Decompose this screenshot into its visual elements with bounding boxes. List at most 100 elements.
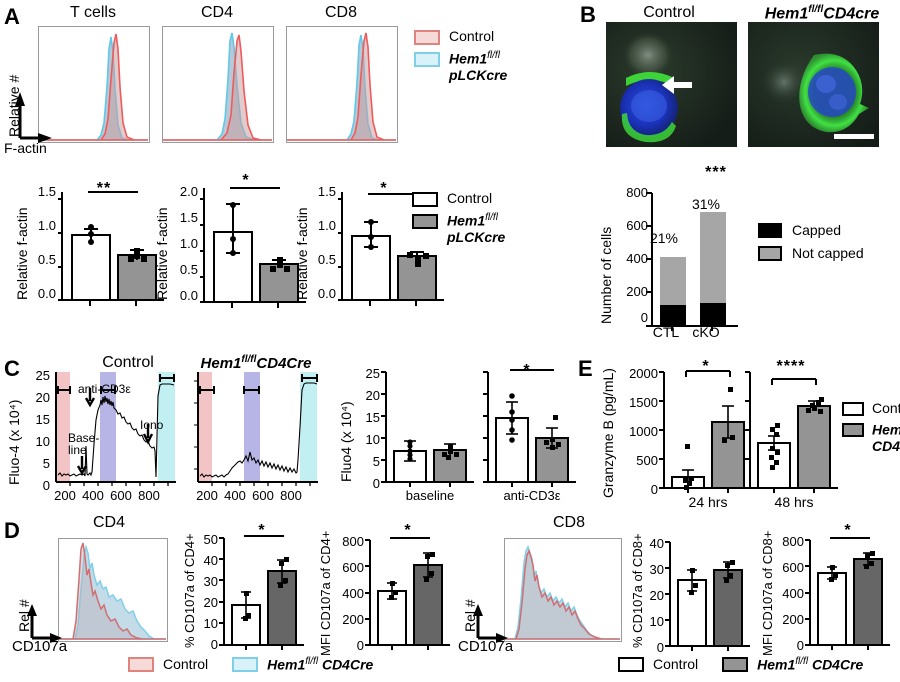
bar-legend-label-control: Control xyxy=(447,190,493,206)
significance-24hrs: * xyxy=(702,358,710,375)
d3tick-4: 0 xyxy=(656,640,664,655)
significance-mfi-cd8: * xyxy=(844,522,852,539)
c2-xtick-600: 600 xyxy=(252,488,274,503)
d-barlegend-sup-hem1: fl/fl xyxy=(795,656,809,667)
bar-legend-swatch-hem1 xyxy=(412,214,438,229)
legend-label-control: Control xyxy=(449,28,495,44)
d4tick-4: 0 xyxy=(796,638,804,653)
d4tick-0: 800 xyxy=(782,534,804,549)
d1tick-2: 30 xyxy=(203,574,218,589)
legend-label-capped: Capped xyxy=(792,222,842,238)
panelD-hist-legend: Control Hem1fl/fl CD4Cre xyxy=(128,656,373,673)
ytick-3-1: 1.0 xyxy=(317,218,336,233)
c1-xtick-800: 800 xyxy=(138,488,160,503)
panelD-cd8-axis-arrows xyxy=(466,592,508,648)
legend-swatch-not-capped xyxy=(758,245,782,261)
d4tick-2: 400 xyxy=(782,586,804,601)
chart-pct-cd107a-cd8 xyxy=(665,541,752,658)
etick-0: 2000 xyxy=(629,366,658,381)
etick-2: 1000 xyxy=(629,424,658,439)
panel-letter-e: E xyxy=(578,356,593,381)
panelA-axis-arrows xyxy=(6,28,52,148)
d2tick-1: 600 xyxy=(342,560,364,575)
legend-swatch-hem1 xyxy=(414,52,440,67)
panel-letter-a: A xyxy=(4,4,20,29)
panelD-bar-legend: Control Hem1fl/fl CD4Cre xyxy=(618,656,863,673)
panelD-cd4-xlabel: CD107a xyxy=(12,638,68,655)
panelD-cd4-ylabel: Rel # xyxy=(16,599,32,632)
d3tick-2: 20 xyxy=(649,588,664,603)
d-legend-label-hem1: Hem1 xyxy=(267,656,306,673)
panelA-ylabel: Relative # xyxy=(6,74,22,137)
ytick-2-1: 1.5 xyxy=(179,210,198,225)
d3tick-0: 40 xyxy=(649,536,664,551)
chart-granzyme-48hrs xyxy=(745,371,840,498)
ytick-3-3: 0.0 xyxy=(317,286,336,301)
annotation-21pct: 21% xyxy=(649,230,679,246)
d-barlegend-label-hem1: Hem1 xyxy=(757,656,796,673)
significance-pct-cd4: * xyxy=(258,522,266,539)
e-legend-label-hem1: Hem1 xyxy=(872,421,900,438)
white-arrow xyxy=(662,76,692,94)
e-legend-swatch-control xyxy=(842,402,864,416)
panelA-hist-legend: Control Hem1fl/fl pLCKcre xyxy=(414,28,507,83)
annotation-anti-cd3e: anti-CD3ε xyxy=(78,382,131,396)
ytick-1-3: 0.0 xyxy=(37,286,56,301)
cbar-tick-2: 15 xyxy=(365,410,380,425)
cbar-tick-4: 5 xyxy=(372,454,380,469)
panel-letter-d: D xyxy=(4,518,20,543)
annotation-baseline: Base-line xyxy=(68,431,100,457)
fluo4-trace-control xyxy=(54,372,178,491)
panelB-legend: Capped Not capped xyxy=(758,222,864,261)
ctick-5: 0 xyxy=(42,478,50,493)
significance-factin-2: * xyxy=(242,172,250,189)
ytick-b-0: 800 xyxy=(626,185,648,200)
chart-mfi-cd107a-cd8 xyxy=(805,537,892,656)
c1-xtick-600: 600 xyxy=(110,488,132,503)
ctick-0: 25 xyxy=(35,368,50,383)
ytick-2-3: 0.5 xyxy=(179,262,198,277)
d3tick-3: 10 xyxy=(649,614,664,629)
ebar-group-24hrs: 24 hrs xyxy=(688,494,728,510)
legend-label-not-capped: Not capped xyxy=(792,245,864,262)
significance-factin-3: * xyxy=(380,180,388,197)
c1-xtick-200: 200 xyxy=(54,488,76,503)
ytick-2-4: 0.0 xyxy=(179,288,198,303)
panelE-legend: Control Hem1fl/fl CD4Cre xyxy=(842,400,900,454)
hist-d-title-cd4: CD4 xyxy=(92,514,125,531)
d1tick-1: 40 xyxy=(203,553,218,568)
significance-48hrs: **** xyxy=(776,358,806,375)
bar-legend-swatch-control xyxy=(412,192,438,207)
chart-mfi-cd107a-cd4 xyxy=(365,537,452,656)
micrograph-control xyxy=(606,22,737,147)
c1-xtick-400: 400 xyxy=(82,488,104,503)
etick-3: 500 xyxy=(636,453,658,468)
legend-label-hem1: Hem1 xyxy=(449,50,488,67)
d4tick-1: 600 xyxy=(782,560,804,575)
hist-title-cd8: CD8 xyxy=(324,4,357,21)
etick-1: 1500 xyxy=(629,395,658,410)
histogram-t-cells xyxy=(38,26,150,143)
cbar-group-anticd3e: anti-CD3ε xyxy=(503,488,561,503)
d1tick-0: 50 xyxy=(203,532,218,547)
d-barlegend-swatch-control xyxy=(618,656,644,672)
micrograph-title-hem1: Hem1fl/flCD4cre xyxy=(764,4,880,23)
bar-legend-label-hem1-line2: pLCKcre xyxy=(447,228,506,245)
panel-letter-c: C xyxy=(4,356,20,381)
panel-letter-b: B xyxy=(580,2,596,27)
e-legend-label-control: Control xyxy=(872,400,900,416)
d1tick-5: 0 xyxy=(210,637,218,652)
ytick-3-0: 1.5 xyxy=(317,184,336,199)
d2tick-3: 200 xyxy=(342,612,364,627)
legend-label-hem1-line2: pLCKcre xyxy=(449,66,508,83)
ctick-1: 20 xyxy=(35,390,50,405)
d2tick-4: 0 xyxy=(356,638,364,653)
e-legend-swatch-hem1 xyxy=(842,423,864,438)
significance-capped: *** xyxy=(705,164,727,181)
ytick-b-2: 400 xyxy=(626,251,648,266)
panelA-xlabel: F-actin xyxy=(4,140,47,156)
trace-title-control: Control xyxy=(102,354,154,371)
legend-sup-hem1: fl/fl xyxy=(487,50,500,61)
ylabel-fluo4-trace: Fluo-4 (x 10⁴) xyxy=(6,399,22,485)
